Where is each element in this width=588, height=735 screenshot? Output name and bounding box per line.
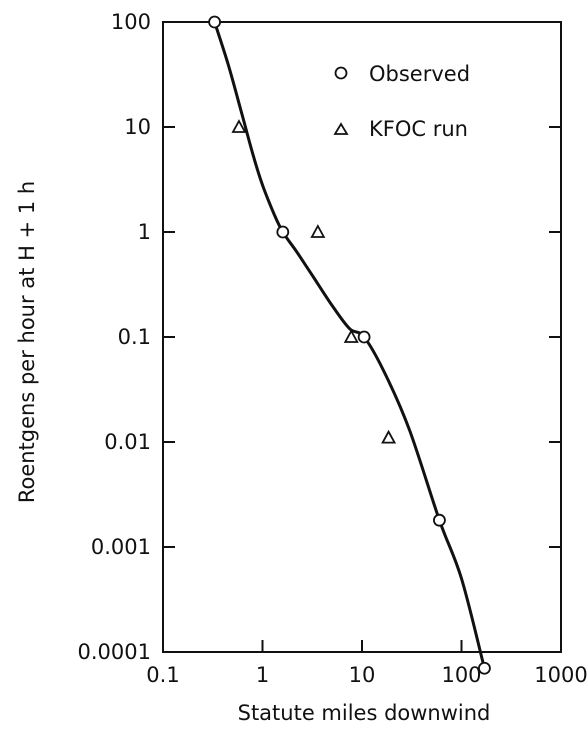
fitted-curve (213, 21, 486, 669)
observed-point (478, 661, 491, 675)
legend-label-kfoc: KFOC run (369, 117, 468, 141)
y-tick-label: 0.0001 (78, 640, 151, 664)
kfoc-point (310, 224, 326, 238)
y-axis-tick-labels: 100 10 1 0.1 0.01 0.001 0.0001 (78, 10, 151, 664)
observed-point (357, 330, 371, 344)
data-markers (208, 15, 491, 675)
y-axis-title: Roentgens per hour at H + 1 h (15, 181, 39, 503)
y-tick-label: 0.1 (118, 325, 151, 349)
legend-label-observed: Observed (369, 62, 470, 86)
x-tick-label: 0.1 (146, 663, 179, 687)
y-tick-label: 0.01 (104, 430, 151, 454)
observed-point (208, 15, 221, 29)
x-axis-tick-labels: 0.1 1 10 100 1000 (146, 663, 587, 687)
x-tick-label: 1 (256, 663, 269, 687)
kfoc-point (231, 119, 247, 133)
observed-point (433, 513, 446, 527)
legend-circle-marker (334, 66, 348, 80)
observed-point (276, 225, 290, 239)
kfoc-point (381, 429, 397, 444)
y-tick-label: 10 (124, 115, 151, 139)
legend: Observed KFOC run (333, 62, 470, 141)
x-axis-title: Statute miles downwind (238, 701, 491, 725)
legend-triangle-marker (333, 122, 349, 135)
y-axis-ticks (163, 21, 561, 653)
y-tick-label: 100 (111, 10, 151, 34)
y-tick-label: 1 (138, 220, 151, 244)
x-axis-ticks (162, 640, 562, 652)
kfoc-point (343, 329, 359, 343)
x-tick-label: 10 (349, 663, 376, 687)
x-tick-label: 1000 (534, 663, 587, 687)
x-tick-label: 100 (441, 663, 481, 687)
y-tick-label: 0.001 (91, 535, 151, 559)
